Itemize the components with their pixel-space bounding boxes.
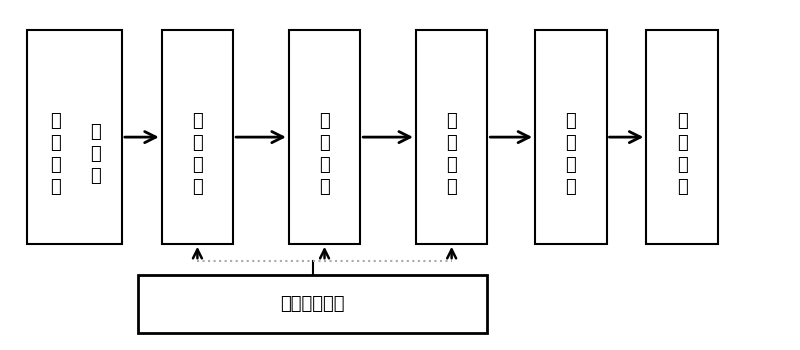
Text: 力
信
采: 力 信 采 [90,123,101,186]
Text: 阻
抗
匹
配: 阻 抗 匹 配 [192,112,202,196]
Text: 信
号
放
大: 信 号 放 大 [319,112,330,196]
FancyBboxPatch shape [26,30,122,244]
Text: 滤
波
整
形: 滤 波 整 形 [446,112,457,196]
FancyBboxPatch shape [162,30,233,244]
FancyBboxPatch shape [646,30,718,244]
FancyBboxPatch shape [416,30,487,244]
Text: 信号处理部分: 信号处理部分 [280,295,345,313]
Text: 控
制
模
块: 控 制 模 块 [566,112,576,196]
FancyBboxPatch shape [289,30,360,244]
Text: 应
波
号
集: 应 波 号 集 [50,112,61,196]
FancyBboxPatch shape [535,30,606,244]
FancyBboxPatch shape [138,275,487,334]
Text: 显
示
模
块: 显 示 模 块 [677,112,687,196]
